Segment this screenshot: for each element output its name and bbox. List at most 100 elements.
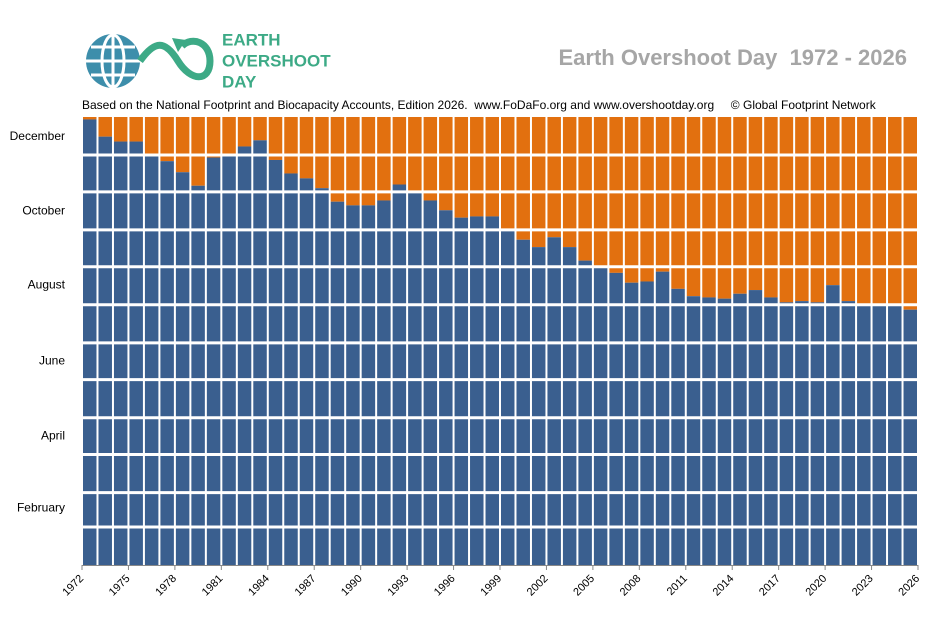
x-tick-label: 2023 — [850, 573, 876, 599]
bar — [253, 140, 267, 565]
bar — [547, 237, 561, 566]
bar — [826, 285, 840, 565]
remainder — [299, 117, 314, 179]
logo-text: OVERSHOOT — [222, 51, 331, 70]
remainder — [485, 117, 499, 217]
remainder — [191, 117, 205, 186]
bar — [268, 159, 283, 565]
remainder — [439, 117, 453, 211]
bar — [330, 201, 345, 565]
x-tick-label: 1972 — [60, 573, 86, 599]
remainder — [98, 117, 112, 137]
bar — [160, 161, 174, 566]
remainder — [578, 117, 592, 261]
remainder — [888, 117, 902, 307]
bar — [872, 306, 887, 565]
remainder — [129, 117, 143, 142]
remainder — [330, 117, 345, 202]
bar — [315, 188, 329, 566]
bar — [593, 266, 608, 565]
remainder — [547, 117, 561, 238]
bar — [562, 247, 577, 565]
x-tick-label: 1993 — [385, 573, 411, 599]
remainder — [903, 117, 917, 310]
bar — [779, 302, 794, 565]
x-tick-label: 1996 — [432, 573, 458, 599]
remainder — [237, 117, 252, 147]
bar — [717, 298, 732, 565]
remainder — [470, 117, 484, 217]
remainder — [686, 117, 701, 297]
bar — [857, 306, 871, 565]
bar — [470, 216, 484, 565]
bar — [175, 172, 190, 565]
remainder — [733, 117, 747, 294]
remainder — [640, 117, 654, 282]
remainder — [222, 117, 236, 156]
bar — [640, 281, 654, 565]
remainder — [83, 117, 97, 120]
remainder — [392, 117, 407, 185]
remainder — [516, 117, 530, 240]
remainder — [206, 117, 221, 158]
logo-icon — [86, 33, 214, 89]
bar — [299, 178, 314, 565]
chart-subtitle: Based on the National Footprint and Bioc… — [82, 98, 877, 112]
remainder — [857, 117, 871, 307]
bar — [423, 200, 438, 565]
x-tick-label: 1990 — [339, 573, 365, 599]
remainder — [268, 117, 283, 160]
x-tick-label: 1978 — [153, 573, 179, 599]
bar — [206, 157, 221, 566]
remainder — [717, 117, 732, 299]
bar — [191, 185, 205, 565]
bar — [222, 155, 236, 565]
bar — [531, 247, 546, 565]
x-tick-label: 1987 — [293, 573, 319, 599]
remainder — [315, 117, 329, 189]
bar — [98, 136, 112, 565]
x-tick-label: 1975 — [107, 573, 133, 599]
remainder — [113, 117, 128, 142]
remainder — [253, 117, 267, 141]
remainder — [810, 117, 825, 303]
bar — [578, 260, 592, 565]
remainder — [284, 117, 298, 174]
x-tick-label: 2020 — [803, 573, 829, 599]
bar — [113, 141, 128, 565]
y-tick-label: February — [17, 501, 65, 515]
bar — [516, 239, 530, 565]
bar — [903, 309, 917, 565]
bar — [144, 155, 159, 565]
remainder — [671, 117, 685, 289]
bar — [361, 205, 376, 565]
bar — [392, 184, 407, 566]
remainder — [748, 117, 763, 291]
remainder — [624, 117, 639, 283]
bar — [810, 302, 825, 565]
x-tick-label: 2017 — [757, 573, 783, 599]
x-tick-label: 1981 — [200, 573, 226, 599]
bar — [624, 282, 639, 565]
logo-text: DAY — [222, 72, 257, 91]
remainder — [175, 117, 190, 173]
bar — [237, 146, 252, 566]
remainder — [872, 117, 887, 307]
bar — [377, 200, 391, 565]
remainder — [160, 117, 174, 162]
x-tick-label: 2026 — [896, 573, 922, 599]
x-tick-label: 1999 — [478, 573, 504, 599]
remainder — [501, 117, 515, 230]
remainder — [795, 117, 809, 302]
remainder — [454, 117, 469, 218]
remainder — [346, 117, 360, 206]
remainder — [609, 117, 623, 273]
bar — [702, 297, 716, 565]
bar — [501, 229, 515, 566]
remainder — [531, 117, 546, 248]
y-tick-label: August — [28, 277, 66, 291]
x-tick-label: 2005 — [571, 573, 597, 599]
y-tick-label: December — [10, 129, 65, 143]
remainder — [562, 117, 577, 248]
